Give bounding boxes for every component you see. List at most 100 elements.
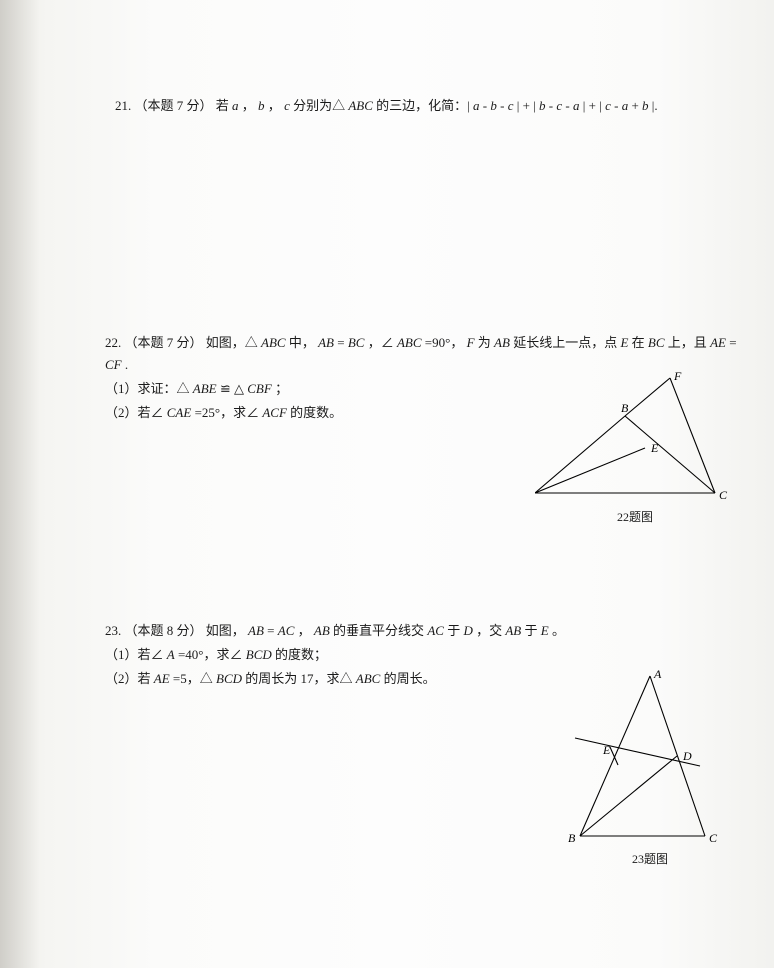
figure-point-label: E: [602, 743, 611, 757]
stem-text: 若: [216, 98, 232, 113]
sub-end: 的周长。: [384, 671, 436, 686]
figure-perp-tick: [610, 747, 618, 765]
triangle-name: ABC: [356, 671, 381, 686]
problem-number: 21.: [115, 98, 131, 113]
sub-text: =40°，求∠: [178, 647, 243, 662]
figure-point-label: B: [621, 401, 629, 415]
stem-text: ，∠: [368, 335, 394, 350]
stem-text: ，: [298, 623, 311, 638]
sub-label: （2）若∠: [105, 405, 164, 420]
stem-text: 分别为△: [293, 98, 345, 113]
expr: c: [605, 98, 611, 113]
expr: a: [622, 98, 629, 113]
problem-number: 23.: [105, 623, 121, 638]
problem-number: 22.: [105, 335, 121, 350]
figure-22: ABCEF: [535, 368, 735, 508]
expr: b: [490, 98, 497, 113]
triangle-name: ABC: [261, 335, 286, 350]
figure-perp-bisector: [575, 738, 700, 766]
problem-23-stem: 23. （本题 8 分） 如图， AB = AC ， AB 的垂直平分线交 AC…: [105, 620, 735, 642]
stem-text: ，: [268, 98, 281, 113]
stem-text: ，: [242, 98, 255, 113]
points-label: （本题 7 分）: [135, 98, 213, 113]
stem-text: =90°，: [425, 335, 464, 350]
segment: AB: [248, 623, 264, 638]
point-name: E: [541, 623, 549, 638]
triangle-name: CBF: [247, 381, 272, 396]
stem-text: 于: [525, 623, 541, 638]
angle-name: ABC: [397, 335, 422, 350]
segment: AB: [314, 623, 330, 638]
exam-page: 21. （本题 7 分） 若 a ， b ， c 分别为△ ABC 的三边，化简…: [0, 0, 774, 968]
figure-22-caption: 22题图: [535, 508, 735, 525]
figure-point-label: D: [682, 749, 692, 763]
angle-name: ACF: [262, 405, 287, 420]
figure-edge: [670, 378, 715, 493]
figure-point-label: E: [650, 441, 659, 455]
segment: AE: [154, 671, 170, 686]
stem-text: 在: [632, 335, 648, 350]
figure-point-label: F: [673, 369, 682, 383]
point-name: D: [463, 623, 472, 638]
stem-text: 于: [447, 623, 463, 638]
eq-sign: =: [267, 623, 274, 638]
stem-text: 上，且: [668, 335, 710, 350]
expr: a: [473, 98, 480, 113]
points-label: （本题 7 分）: [125, 335, 203, 350]
expr-op: -: [565, 98, 573, 113]
sub-label: （1）若∠: [105, 647, 164, 662]
point-name: E: [620, 335, 628, 350]
stem-text: 如图，△: [206, 335, 258, 350]
triangle-name: ABE: [193, 381, 217, 396]
triangle-name: BCD: [216, 671, 242, 686]
expr-op: +: [631, 98, 638, 113]
figure-edge: [625, 378, 670, 416]
sub-text: 的周长为 17，求△: [245, 671, 352, 686]
sub-text: =5，△: [173, 671, 213, 686]
stem-text: | + |: [583, 98, 602, 113]
points-label: （本题 8 分）: [125, 623, 203, 638]
segment: BC: [648, 335, 665, 350]
segment: AB: [494, 335, 510, 350]
stem-text: 为: [478, 335, 494, 350]
angle-name: CAE: [167, 405, 192, 420]
stem-text: 的垂直平分线交: [333, 623, 427, 638]
triangle-prefix: △: [234, 381, 244, 396]
segment: AC: [427, 623, 444, 638]
figure-point-label: C: [709, 831, 718, 845]
congruent-sign: ≌: [220, 381, 231, 396]
sub-end: ；: [275, 381, 288, 396]
stem-text: 如图，: [206, 623, 245, 638]
binding-shadow: [0, 0, 40, 968]
stem-text: 延长线上一点，点: [513, 335, 620, 350]
expr: c: [556, 98, 562, 113]
sub-label: （2）若: [105, 671, 154, 686]
var-b: b: [258, 98, 265, 113]
stem-text: | + |: [517, 98, 536, 113]
problem-21: 21. （本题 7 分） 若 a ， b ， c 分别为△ ABC 的三边，化简…: [115, 95, 735, 117]
expr: a: [573, 98, 580, 113]
figure-edge: [650, 676, 705, 836]
expr: b: [642, 98, 649, 113]
sub-end: 的度数。: [290, 405, 342, 420]
segment: BC: [348, 335, 365, 350]
figure-23-caption: 23题图: [565, 850, 735, 867]
segment: AB: [318, 335, 334, 350]
stem-text: |.: [652, 98, 658, 113]
segment: CF: [105, 357, 122, 372]
figure-23: ABCDE: [565, 668, 735, 848]
expr-op: -: [614, 98, 622, 113]
sub-label: （1）求证：△: [105, 381, 190, 396]
stem-text: 中，: [289, 335, 315, 350]
figure-edge: [535, 416, 625, 493]
stem-text: .: [125, 357, 128, 372]
figure-edge: [580, 756, 677, 836]
stem-text: ，交: [476, 623, 505, 638]
sub-text: =25°，求∠: [195, 405, 260, 420]
eq-sign: =: [337, 335, 344, 350]
point-name: F: [467, 335, 475, 350]
expr: c: [508, 98, 514, 113]
figure-point-label: A: [653, 668, 662, 681]
segment: AB: [505, 623, 521, 638]
stem-text: 。: [552, 623, 565, 638]
